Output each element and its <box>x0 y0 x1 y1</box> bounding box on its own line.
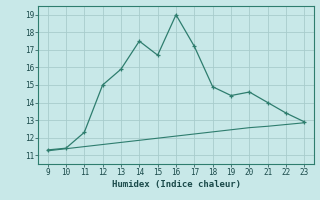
X-axis label: Humidex (Indice chaleur): Humidex (Indice chaleur) <box>111 180 241 189</box>
